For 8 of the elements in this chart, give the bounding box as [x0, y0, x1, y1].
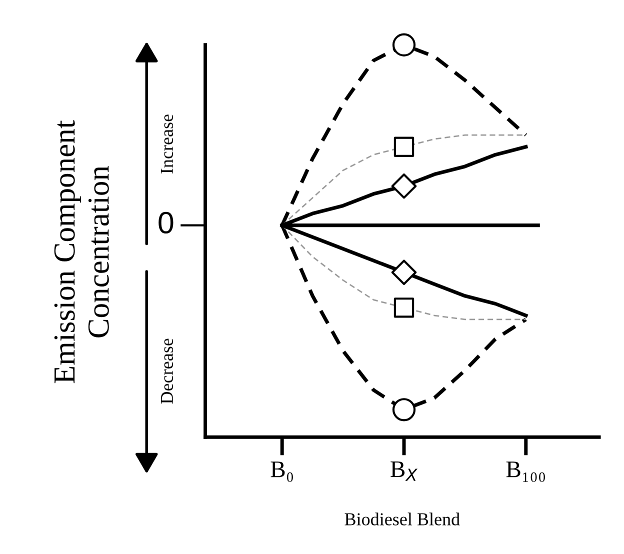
text: Emission Component Concentration [54, 120, 109, 384]
text: Decrease [161, 338, 173, 404]
x-tick-label: B₁₀₀ [506, 462, 546, 482]
x-axis-title: Biodiesel Blend [344, 512, 460, 526]
x-tick-label: B$_{X}$ [390, 462, 418, 481]
text: 0 [158, 212, 174, 234]
text: Increase [161, 114, 173, 174]
x-tick-label: B₀ [270, 462, 293, 482]
